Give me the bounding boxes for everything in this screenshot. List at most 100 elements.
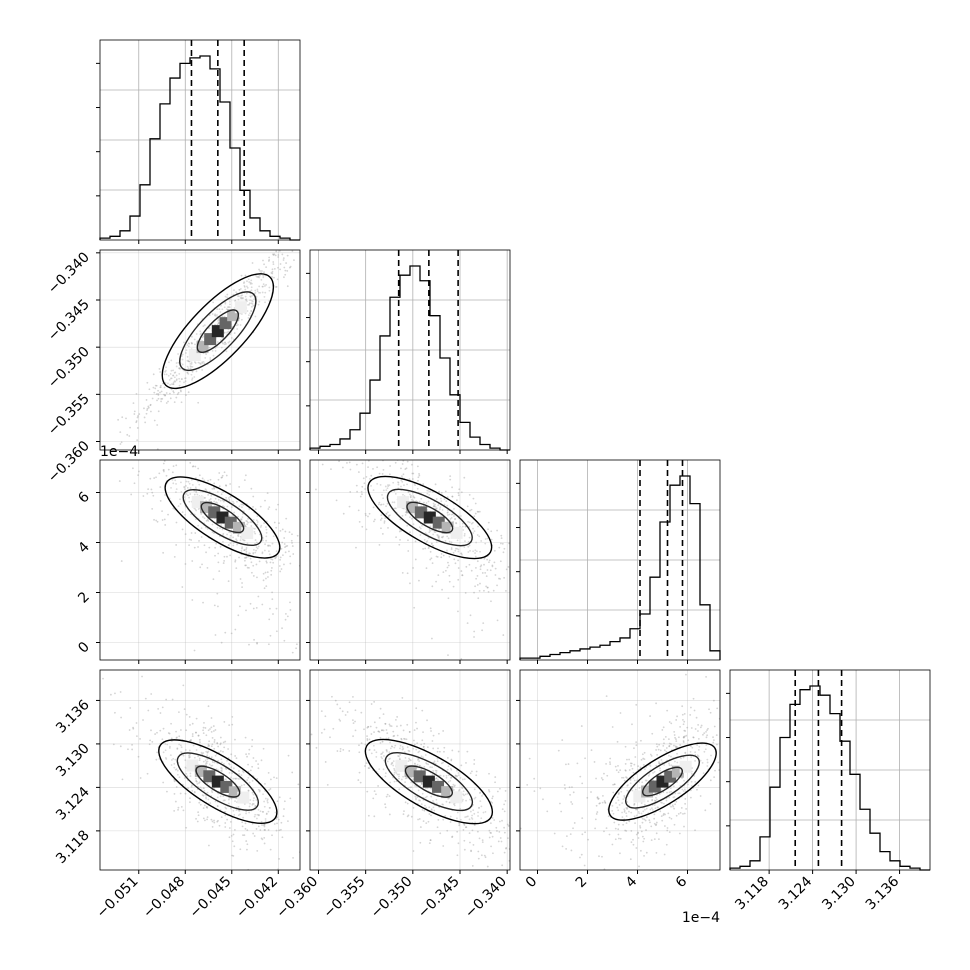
scatter-point [432,545,435,547]
scatter-point [188,496,190,499]
scatter-point [167,732,170,734]
scatter-point [307,235,309,237]
scatter-point [399,518,402,521]
scatter-point [491,797,494,800]
scatter-point [252,552,255,555]
scatter-point [433,809,436,812]
scatter-point [416,796,419,799]
scatter-point [183,777,186,779]
scatter-point [196,820,199,823]
scatter-point [180,751,182,753]
scatter-point [167,382,169,385]
scatter-point [245,550,248,553]
scatter-point [683,712,686,715]
scatter-point [503,826,506,829]
scatter-point [418,799,420,802]
scatter-point [152,494,155,497]
scatter-point [149,410,152,413]
scatter-point [237,323,239,326]
scatter-point [261,824,263,826]
scatter-point [176,455,178,457]
scatter-point [325,233,327,235]
scatter-point [444,490,447,493]
scatter-point [180,390,182,393]
scatter-point [649,821,651,824]
scatter-point [649,765,652,767]
scatter-point [112,743,115,746]
scatter-point [632,838,634,841]
scatter-point [633,804,635,806]
scatter-point [436,750,439,753]
scatter-point [179,498,181,501]
scatter-point [198,781,201,784]
density-cell [432,780,445,793]
scatter-point [315,488,317,491]
scatter-point [385,512,388,515]
scatter-point [471,521,474,524]
scatter-point [421,808,424,811]
scatter-point [416,742,419,745]
scatter-point [201,752,204,755]
scatter-point [275,607,278,610]
scatter-point [213,604,216,607]
scatter-point [188,342,191,345]
scatter-point [247,763,249,766]
scatter-point [223,343,226,346]
scatter-point [349,468,352,471]
scatter-point [272,561,275,564]
scatter-point [282,257,285,260]
scatter-point [486,558,489,561]
scatter-point [662,814,665,816]
scatter-point [180,442,182,444]
scatter-point [668,816,671,819]
scatter-point [628,810,630,813]
scatter-point [372,467,374,470]
scatter-point [683,729,686,732]
scatter-point [246,520,249,523]
scatter-point [184,759,187,762]
scatter-point [209,728,211,730]
scatter-point [470,522,473,525]
scatter-point [183,381,185,384]
scatter-point [169,754,172,757]
scatter-point [379,707,382,710]
scatter-point [464,816,467,819]
scatter-point [248,752,250,755]
contour-line [384,752,474,812]
scatter-point [208,499,211,501]
scatter-point [625,830,628,832]
scatter-point [655,851,658,854]
scatter-point [612,812,615,815]
scatter-point [662,726,665,729]
scatter-point [652,772,654,774]
scatter-point [529,565,531,567]
scatter-point [189,801,191,804]
scatter-point [245,810,248,813]
scatter-point [642,810,645,813]
scatter-point [302,248,304,250]
scatter-point [185,729,188,732]
scatter-point [417,476,420,479]
scatter-point [409,759,412,762]
scatter-point [382,713,385,715]
scatter-point [153,391,156,394]
scatter-point [539,787,542,790]
scatter-point [175,737,178,739]
scatter-point [195,731,197,734]
scatter-point [630,762,633,765]
scatter-point [413,743,416,746]
scatter-point [192,465,195,468]
scatter-point [303,445,305,447]
scatter-point [248,552,251,555]
scatter-point [370,703,373,705]
scatter-point [361,493,363,496]
scatter-point [198,801,201,804]
scatter-point [469,549,471,552]
scatter-point [246,829,249,832]
scatter-point [265,531,268,534]
scatter-point [614,838,617,841]
scatter-point [669,787,672,790]
scatter-point [180,355,183,358]
scatter-point [224,631,227,634]
scatter-point [177,505,180,507]
